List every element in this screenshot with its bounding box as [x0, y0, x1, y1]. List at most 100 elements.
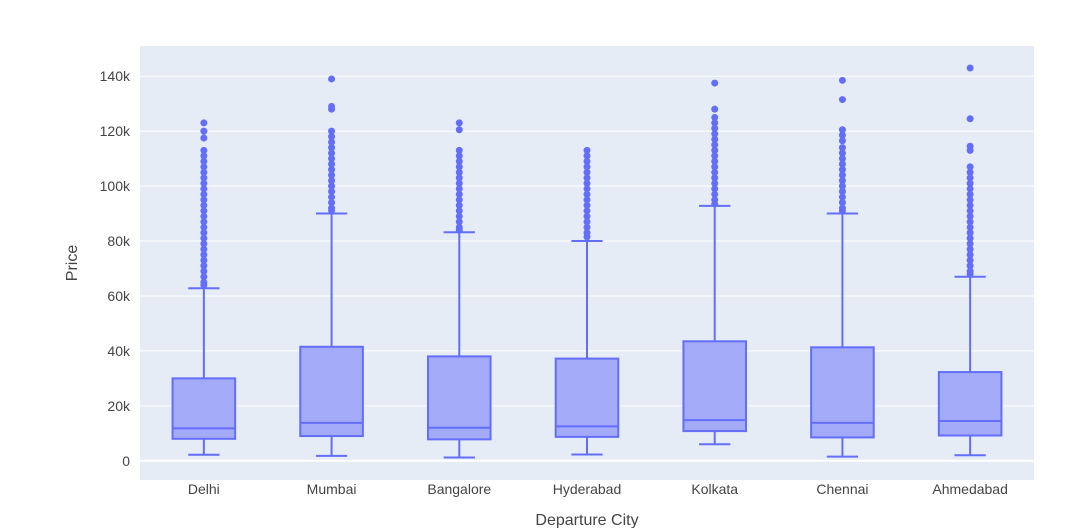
outlier-point [583, 146, 591, 154]
outlier-point [455, 212, 463, 220]
outlier-point [200, 245, 208, 253]
outlier-point [200, 168, 208, 176]
box-ahmedabad [937, 64, 1003, 457]
outlier-point [583, 163, 591, 171]
outlier-point [455, 201, 463, 209]
outlier-point [200, 119, 208, 127]
outlier-point [711, 79, 719, 87]
outlier-point [838, 171, 846, 179]
outlier-point [200, 127, 208, 135]
outlier-point [583, 174, 591, 182]
outlier-point [966, 262, 974, 270]
outlier-point [966, 115, 974, 123]
outlier-point [583, 152, 591, 160]
outlier-point [583, 179, 591, 187]
outlier-point [838, 193, 846, 201]
x-tick-label: Hyderabad [553, 481, 622, 497]
outlier-point [711, 179, 719, 187]
outlier-point [200, 267, 208, 275]
outlier-point [328, 155, 336, 163]
outlier-point [838, 96, 846, 104]
outlier-point [200, 223, 208, 231]
outlier-point [838, 126, 846, 134]
outlier-point [200, 240, 208, 248]
iqr-box [810, 346, 875, 439]
outlier-point [200, 234, 208, 242]
outlier-point [200, 134, 208, 142]
outlier-point [455, 207, 463, 215]
outlier-point [711, 157, 719, 165]
outlier-point [455, 157, 463, 165]
y-tick-label: 40k [107, 343, 131, 359]
outlier-point [966, 245, 974, 253]
outlier-point [838, 207, 846, 215]
outlier-point [711, 119, 719, 127]
iqr-box [299, 345, 364, 438]
outlier-point [838, 166, 846, 174]
outlier-point [328, 144, 336, 152]
outlier-point [328, 182, 336, 190]
outlier-point [711, 168, 719, 176]
outlier-point [966, 163, 974, 171]
outlier-point [711, 163, 719, 171]
outlier-point [838, 199, 846, 207]
box-kolkata [682, 79, 748, 446]
outlier-point [583, 168, 591, 176]
outlier-point [455, 168, 463, 176]
x-tick-label: Kolkata [691, 481, 738, 497]
outlier-point [200, 174, 208, 182]
outlier-point [328, 149, 336, 157]
outlier-point [328, 166, 336, 174]
x-tick-label: Bangalore [427, 481, 491, 497]
box-delhi [171, 119, 237, 456]
outlier-point [583, 212, 591, 220]
outlier-point [711, 146, 719, 154]
y-tick-label: 20k [107, 398, 131, 414]
outlier-point [200, 201, 208, 209]
outlier-point [200, 229, 208, 237]
outlier-point [711, 135, 719, 143]
outlier-point [455, 126, 463, 134]
outlier-point [200, 273, 208, 281]
outlier-point [455, 152, 463, 160]
y-axis-title: Price [64, 245, 81, 282]
outlier-point [966, 218, 974, 226]
outlier-point [966, 223, 974, 231]
x-tick-label: Delhi [188, 481, 220, 497]
outlier-point [838, 76, 846, 84]
box-bangalore [426, 119, 492, 459]
box-chennai [810, 76, 875, 458]
outlier-point [711, 105, 719, 113]
outlier-point [711, 200, 719, 208]
outlier-point [583, 190, 591, 198]
outlier-point [200, 157, 208, 165]
outlier-point [583, 233, 591, 241]
outlier-point [328, 160, 336, 168]
outlier-point [711, 113, 719, 121]
outlier-point [838, 188, 846, 196]
outlier-point [711, 174, 719, 182]
outlier-point [455, 119, 463, 127]
outlier-point [711, 124, 719, 132]
outlier-point [328, 199, 336, 207]
outlier-point [966, 168, 974, 176]
outlier-point [200, 262, 208, 270]
outlier-point [455, 190, 463, 198]
outlier-point [966, 201, 974, 209]
outlier-point [966, 174, 974, 182]
outlier-point [200, 251, 208, 259]
x-tick-label: Chennai [816, 481, 868, 497]
outlier-point [966, 270, 974, 278]
y-axis-ticks: 0 20k 40k 60k 80k 100k 120k 140k [100, 68, 131, 469]
outlier-point [966, 251, 974, 259]
outlier-point [583, 185, 591, 193]
iqr-box [554, 357, 620, 438]
outlier-point [583, 201, 591, 209]
outlier-point [328, 127, 336, 135]
box-hyderabad [554, 146, 620, 456]
outlier-point [200, 281, 208, 289]
outlier-point [455, 174, 463, 182]
outlier-point [966, 212, 974, 220]
outlier-point [711, 130, 719, 138]
